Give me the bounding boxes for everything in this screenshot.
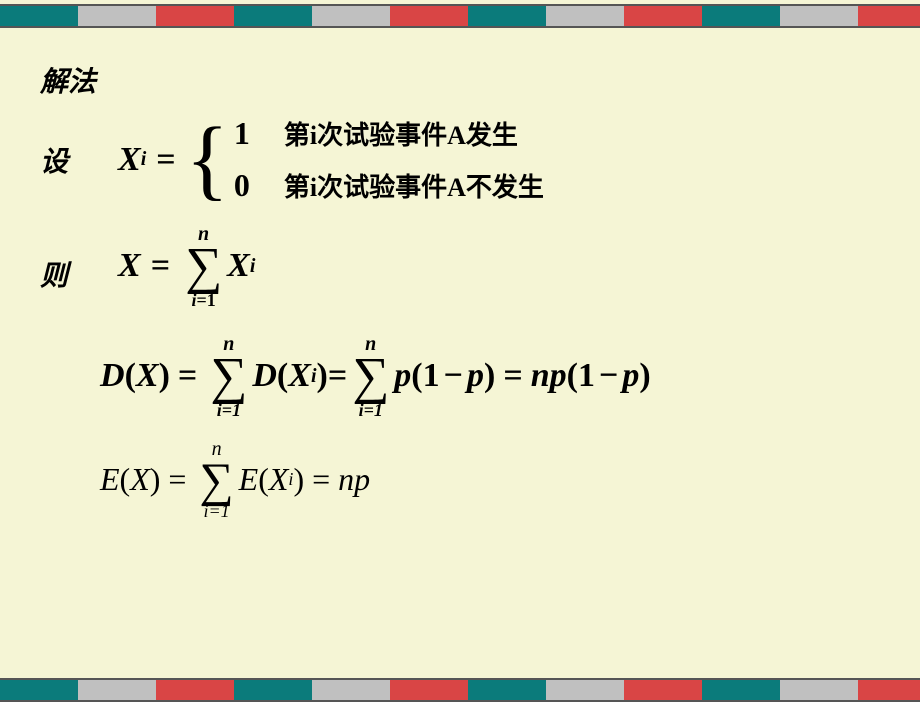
case0-text: 第i次试验事件A不发生 xyxy=(284,167,544,204)
case1-text: 第i次试验事件A发生 xyxy=(284,115,518,152)
case-1: 1 第i次试验事件A发生 xyxy=(234,115,544,152)
case-0: 0 第i次试验事件A不发生 xyxy=(234,167,544,204)
def-equals: = xyxy=(156,141,175,179)
def-subscript: i xyxy=(141,148,147,171)
block-group xyxy=(702,4,920,28)
variance-sum1: n ∑ i=1 xyxy=(210,334,247,419)
block-group xyxy=(234,4,468,28)
block-group xyxy=(468,678,702,702)
expectation-sum: n ∑ i=1 xyxy=(199,439,233,520)
block-group xyxy=(0,4,234,28)
block-group xyxy=(234,678,468,702)
let-label: 设 xyxy=(40,140,68,180)
left-brace: { xyxy=(186,124,229,196)
block-group xyxy=(702,678,920,702)
sum-lhs: X xyxy=(118,247,141,285)
bottom-border xyxy=(0,678,920,702)
block-group xyxy=(0,678,234,702)
sum-eq: = xyxy=(151,247,170,285)
sum-term-sub: i xyxy=(250,255,256,278)
slide-content: 解法 设 X i = { 1 第i次试验事件A发生 0 第i次试验事件A不发生 … xyxy=(40,60,890,530)
case1-value: 1 xyxy=(234,115,284,152)
sum-symbol: n ∑ i=1 xyxy=(185,224,222,309)
def-variable: X xyxy=(118,141,141,179)
variance-sum2: n ∑ i=1 xyxy=(352,334,389,419)
block-group xyxy=(468,4,702,28)
case0-value: 0 xyxy=(234,167,284,204)
top-border xyxy=(0,4,920,28)
sum-term: X xyxy=(227,247,250,285)
expectation-equation: E ( X ) = n ∑ i=1 E ( X i ) = np xyxy=(100,439,890,520)
cases-block: 1 第i次试验事件A发生 0 第i次试验事件A不发生 xyxy=(234,115,544,204)
solution-label: 解法 xyxy=(40,60,890,100)
variance-equation: D ( X ) = n ∑ i=1 D ( X i ) = n ∑ i=1 p … xyxy=(100,334,890,419)
then-label: 则 xyxy=(40,254,68,294)
